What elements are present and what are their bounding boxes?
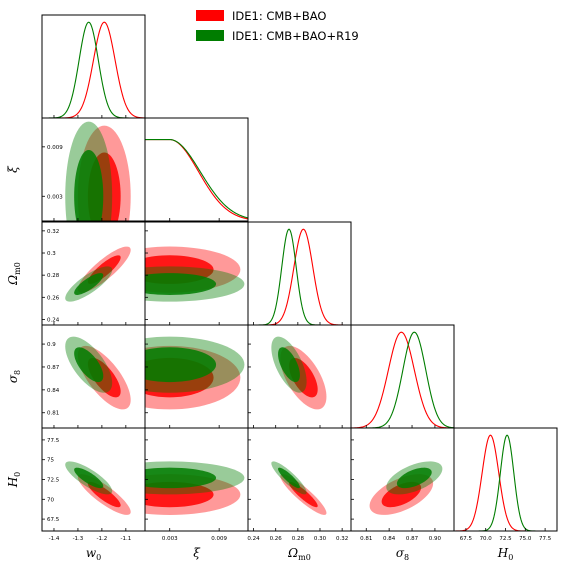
contour-68-w0-h0-series-0	[87, 481, 121, 508]
y-tick-label-h0: 67.5	[47, 517, 60, 523]
y-tick-label-xi: 0.009	[47, 145, 63, 151]
x-tick-label-om: 0.24	[247, 536, 260, 542]
marginal-curve-xi-series-1	[145, 139, 248, 219]
panel-s8-vs-xi	[145, 336, 245, 410]
y-tick-label-h0: 75	[47, 458, 54, 464]
x-tick-label-s8: 0.84	[383, 536, 396, 542]
contour-68-s8-h0-series-1	[396, 467, 432, 489]
x-tick-label-h0: 72.5	[499, 536, 512, 542]
y-tick-label-om: 0.3	[47, 251, 56, 257]
y-tick-label-s8: 0.9	[47, 342, 56, 348]
y-tick-label-om: 0.32	[47, 229, 59, 235]
panel-h0-vs-h0	[454, 434, 557, 531]
panel-s8-vs-w0	[65, 336, 131, 410]
y-tick-label-s8: 0.87	[47, 365, 60, 371]
x-tick-label-s8: 0.90	[429, 536, 442, 542]
x-tick-label-s8: 0.81	[360, 536, 372, 542]
x-tick-label-h0: 77.5	[539, 536, 552, 542]
x-axis-label-om: Ωm0	[287, 546, 311, 562]
x-tick-label-om: 0.26	[270, 536, 283, 542]
contour-68-s8-h0-series-0	[381, 481, 422, 508]
panel-frame	[350, 324, 455, 429]
contour-68-om-h0-series-1	[278, 467, 300, 489]
contour-68-w0-xi-series-1	[74, 149, 104, 221]
panel-s8-vs-om	[271, 336, 327, 410]
y-tick-label-h0: 70	[47, 497, 54, 503]
panel-frame	[41, 14, 146, 119]
y-tick-label-h0: 72.5	[47, 478, 60, 484]
panel-frame	[144, 117, 249, 222]
x-tick-label-s8: 0.87	[406, 536, 419, 542]
marginal-curve-s8-series-0	[351, 331, 454, 428]
x-tick-label-om: 0.32	[336, 536, 348, 542]
y-axis-label-h0: H0	[6, 472, 22, 489]
panel-h0-vs-s8	[369, 461, 443, 515]
x-axis-label-xi: ξ	[193, 546, 201, 560]
panel-frame	[247, 427, 352, 532]
legend: IDE1: CMB+BAO IDE1: CMB+BAO+R19	[196, 9, 359, 43]
marginal-curve-w0-series-1	[42, 21, 145, 118]
contour-68-xi-om-series-1	[145, 273, 217, 295]
panel-om-vs-w0	[65, 246, 131, 302]
y-tick-label-om: 0.24	[47, 317, 60, 323]
y-tick-label-s8: 0.81	[47, 411, 59, 417]
panel-om-vs-xi	[145, 246, 245, 302]
x-tick-label-h0: 67.5	[460, 536, 473, 542]
x-tick-label-h0: 75.0	[519, 536, 532, 542]
marginal-curve-s8-series-1	[351, 331, 454, 428]
x-tick-label-w0: -1.3	[73, 536, 84, 542]
panel-xi-vs-w0	[65, 121, 131, 221]
x-tick-label-om: 0.28	[292, 536, 305, 542]
x-axis-label-h0: H0	[497, 546, 514, 562]
marginal-curve-om-series-1	[248, 228, 351, 325]
marginal-curve-om-series-0	[248, 228, 351, 325]
panel-h0-vs-w0	[65, 461, 131, 515]
y-tick-label-om: 0.28	[47, 273, 60, 279]
x-tick-label-w0: -1.4	[49, 536, 60, 542]
x-tick-label-w0: -1.1	[120, 536, 131, 542]
x-tick-label-h0: 70.0	[480, 536, 493, 542]
panel-om-vs-om	[248, 228, 351, 325]
y-tick-label-om: 0.26	[47, 295, 60, 301]
panel-h0-vs-om	[271, 461, 327, 515]
legend-swatch-1	[196, 30, 224, 41]
contour-68-xi-h0-series-0	[145, 481, 214, 508]
panel-xi-vs-xi	[145, 139, 248, 220]
panel-s8-vs-s8	[351, 331, 454, 428]
panel-h0-vs-xi	[145, 461, 245, 515]
contour-68-xi-s8-series-1	[145, 347, 217, 383]
marginal-curve-h0-series-1	[454, 434, 557, 531]
contour-68-om-s8-series-1	[278, 347, 300, 383]
y-axis-label-s8: σ8	[6, 370, 22, 383]
contour-68-xi-h0-series-1	[145, 467, 217, 489]
contour-68-w0-h0-series-1	[74, 467, 104, 489]
y-axis-label-xi: ξ	[6, 165, 20, 173]
legend-label-1: IDE1: CMB+BAO+R19	[232, 29, 359, 43]
y-tick-label-xi: 0.003	[47, 194, 63, 200]
legend-swatch-0	[196, 10, 224, 21]
panel-w0-vs-w0	[42, 21, 145, 118]
y-tick-label-h0: 77.5	[47, 438, 60, 444]
marginal-curve-xi-series-0	[145, 139, 248, 220]
contour-68-w0-s8-series-1	[74, 347, 104, 383]
y-tick-label-s8: 0.84	[47, 388, 60, 394]
legend-label-0: IDE1: CMB+BAO	[232, 9, 326, 23]
x-axis-label-w0: w0	[86, 546, 101, 562]
marginal-curve-w0-series-0	[42, 21, 145, 118]
x-tick-label-om: 0.30	[314, 536, 327, 542]
marginal-curve-h0-series-0	[454, 434, 557, 531]
x-axis-label-s8: σ8	[396, 546, 409, 562]
contour-68-w0-om-series-1	[74, 273, 104, 295]
panel-frame	[453, 427, 558, 532]
x-tick-label-w0: -1.2	[97, 536, 108, 542]
x-tick-label-xi: 0.009	[211, 536, 227, 542]
x-tick-label-xi: 0.003	[162, 536, 178, 542]
y-axis-label-om: Ωm0	[6, 262, 22, 286]
contour-68-om-h0-series-0	[289, 481, 318, 508]
